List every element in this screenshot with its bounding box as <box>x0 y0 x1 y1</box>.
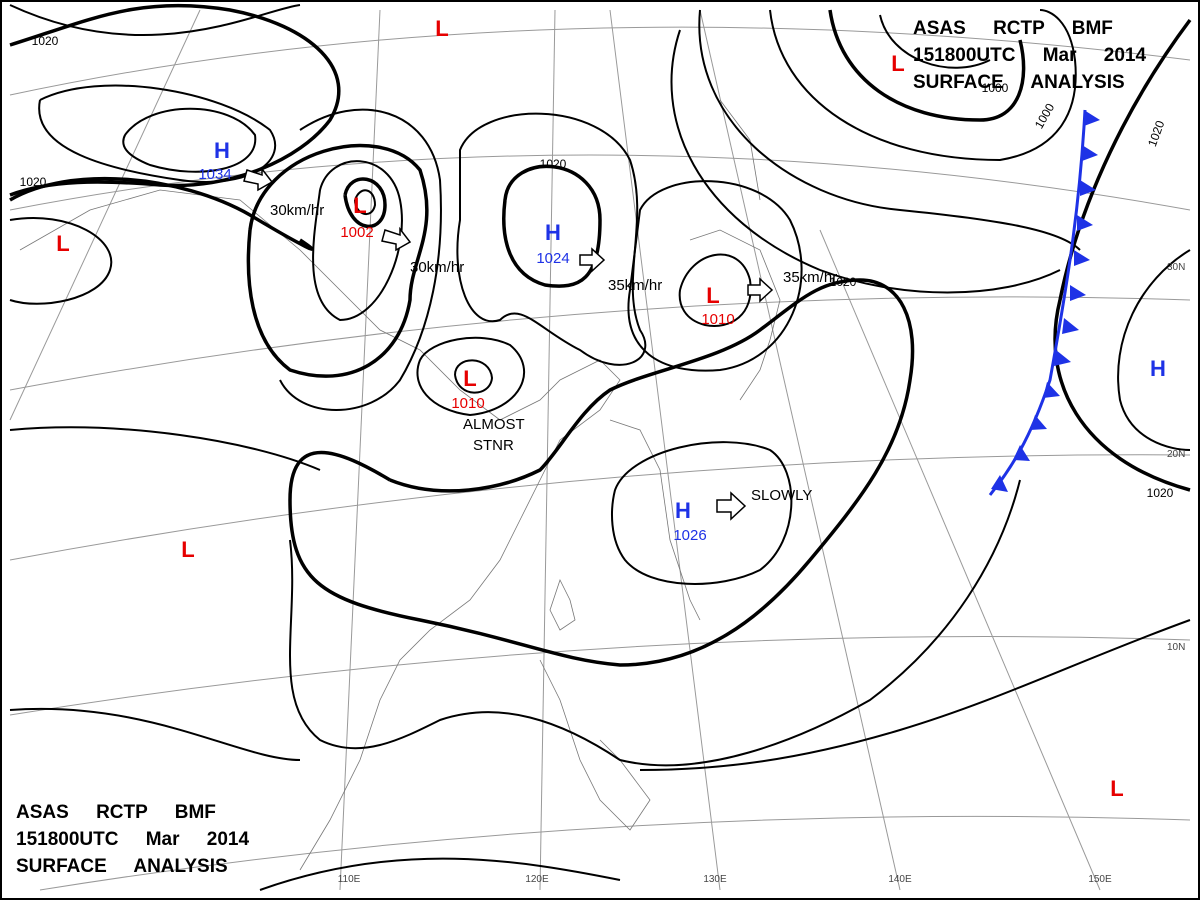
pressure-center: L <box>353 193 366 218</box>
center-pressure: 1002 <box>340 224 373 241</box>
latitude-label: 20N <box>1167 449 1185 460</box>
motion-label: 35km/hr <box>608 277 662 294</box>
longitude-label: 110E <box>338 874 361 885</box>
longitude-label: 120E <box>525 874 549 885</box>
latitude-label: 10N <box>1167 642 1185 653</box>
motion-label: STNR <box>473 437 514 454</box>
motion-label: 35km/hr <box>783 269 837 286</box>
motion-label: 30km/hr <box>270 202 324 219</box>
isobar-label: 1020 <box>830 275 857 289</box>
pressure-center: H <box>675 498 691 523</box>
isobars <box>9 3 1192 891</box>
pressure-center: L <box>181 537 194 562</box>
pressure-center: L <box>56 231 69 256</box>
pressure-center: H <box>1150 356 1166 381</box>
pressure-center: L <box>891 51 904 76</box>
pressure-center: L <box>706 283 719 308</box>
cold-front <box>988 109 1100 496</box>
pressure-center: L <box>1110 776 1123 801</box>
motion-arrows <box>243 166 774 521</box>
isobar-label: 1000 <box>982 81 1009 95</box>
pressure-center: L <box>463 366 476 391</box>
header-line: 151800UTC Mar 2014 <box>913 45 1146 66</box>
longitude-label: 150E <box>1088 874 1112 885</box>
center-pressure: 1024 <box>536 250 569 267</box>
motion-label: SLOWLY <box>751 487 812 504</box>
pressure-center: H <box>214 138 230 163</box>
center-pressure: 1010 <box>451 395 484 412</box>
longitude-label: 130E <box>703 874 727 885</box>
isobar-label: 1020 <box>32 34 59 48</box>
latitude-label: 30N <box>1167 262 1185 273</box>
pressure-center: H <box>545 220 561 245</box>
motion-label: 30km/hr <box>410 259 464 276</box>
isobar-label: 1020 <box>20 175 47 189</box>
header-line: SURFACE ANALYSIS <box>16 856 228 877</box>
coastlines <box>19 99 781 871</box>
header-line: ASAS RCTP BMF <box>16 802 216 823</box>
header-line: 151800UTC Mar 2014 <box>16 829 249 850</box>
header-line: ASAS RCTP BMF <box>913 18 1113 39</box>
center-pressure: 1026 <box>673 527 706 544</box>
isobar-label: 1020 <box>540 157 567 171</box>
motion-label: ALMOST <box>463 416 525 433</box>
header-line: SURFACE ANALYSIS <box>913 72 1125 93</box>
isobar-label: 1020 <box>1147 486 1174 500</box>
pressure-center: L <box>435 16 448 41</box>
center-pressure: 1034 <box>198 166 231 183</box>
center-pressure: 1010 <box>701 311 734 328</box>
longitude-label: 140E <box>888 874 912 885</box>
